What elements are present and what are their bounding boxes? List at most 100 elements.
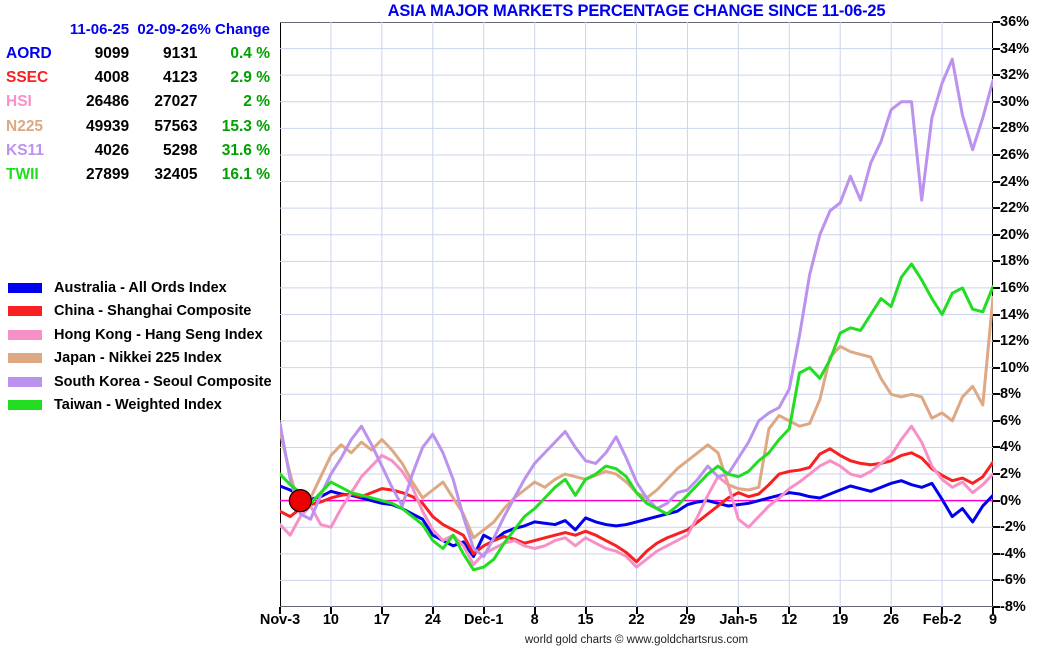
x-axis-tick-mark — [279, 607, 281, 614]
cell-start: 49939 — [86, 117, 130, 135]
plot-area — [280, 22, 993, 607]
series-line-ssec — [280, 447, 993, 564]
y-axis-tick-label: 34% — [1000, 40, 1030, 57]
y-axis-tick-mark — [993, 47, 1000, 50]
y-axis-tick-label: 4% — [1000, 439, 1021, 456]
legend-color-swatch — [8, 400, 42, 411]
y-axis-tick-label: 30% — [1000, 93, 1030, 110]
x-axis-tick-label: 24 — [424, 612, 441, 628]
legend-item[interactable]: Taiwan - Weighted Index — [8, 394, 272, 418]
cell-change: 31.6 % — [221, 142, 270, 160]
x-axis-tick-mark — [329, 607, 332, 614]
y-axis-tick-mark — [993, 473, 1000, 476]
y-axis-tick-mark — [993, 499, 1000, 502]
legend-item[interactable]: South Korea - Seoul Composite — [8, 370, 272, 394]
series-line-twii — [280, 262, 993, 572]
cell-change: 2 % — [243, 93, 270, 111]
y-axis-tick-label: 18% — [1000, 253, 1030, 270]
chart-svg — [280, 22, 993, 607]
x-axis-tick-label: 19 — [832, 612, 849, 628]
y-axis-tick-label: 28% — [1000, 120, 1030, 137]
table-row: TWII 27899 32405 16.1 % — [0, 163, 278, 187]
y-axis-tick-label: 16% — [1000, 279, 1030, 296]
x-axis-tick-label: Jan-5 — [719, 612, 758, 628]
cell-symbol: N225 — [6, 117, 44, 135]
y-axis-tick-label: 2% — [1000, 466, 1021, 483]
table-row: SSEC 4008 4123 2.9 % — [0, 66, 278, 90]
legend-item[interactable]: Hong Kong - Hang Seng Index — [8, 323, 272, 347]
y-axis-tick-mark — [993, 606, 1000, 608]
x-axis-tick-mark — [890, 607, 893, 614]
cell-start: 26486 — [86, 93, 130, 111]
legend-item[interactable]: Japan - Nikkei 225 Index — [8, 347, 272, 371]
legend-color-swatch — [8, 306, 42, 317]
y-axis-tick-mark — [993, 100, 1000, 103]
x-axis-tick-mark — [686, 607, 689, 614]
cell-change: 0.4 % — [230, 44, 270, 62]
cell-end: 57563 — [154, 117, 198, 135]
header-change: % Change — [197, 21, 270, 39]
y-axis-tick-mark — [993, 180, 1000, 183]
header-start: 11-06-25 — [69, 21, 130, 39]
table-header-row: 11-06-25 02-09-26 % Change — [0, 18, 278, 41]
chart-footer: world gold charts © www.goldchartsrus.co… — [524, 634, 749, 646]
x-axis-tick-label: Feb-2 — [922, 612, 962, 628]
y-axis-tick-label: 36% — [1000, 14, 1030, 30]
y-axis-tick-mark — [993, 21, 1000, 23]
legend-item[interactable]: China - Shanghai Composite — [8, 300, 272, 324]
y-axis-tick-label: -2% — [1000, 519, 1026, 536]
x-axis-tick-label: 8 — [530, 612, 539, 628]
start-marker-dot — [288, 489, 312, 513]
y-axis-tick-mark — [993, 260, 1000, 263]
x-axis-tick-mark — [635, 607, 638, 614]
y-axis-tick-mark — [993, 393, 1000, 396]
legend-label: Japan - Nikkei 225 Index — [54, 350, 222, 367]
cell-change: 2.9 % — [230, 68, 270, 86]
table-row: AORD 9099 9131 0.4 % — [0, 41, 278, 65]
y-axis-tick-label: 12% — [1000, 333, 1030, 350]
x-axis-tick-label: 12 — [781, 612, 798, 628]
y-axis-tick-mark — [993, 366, 1000, 369]
x-axis-tick-label: 10 — [322, 612, 339, 628]
y-axis-tick-label: 14% — [1000, 306, 1030, 323]
cell-end: 32405 — [154, 166, 198, 184]
x-axis-tick-mark — [431, 607, 434, 614]
y-axis-tick-label: 0% — [1000, 492, 1021, 509]
header-symbol — [0, 18, 62, 41]
cell-start: 9099 — [94, 44, 130, 62]
summary-table-body: AORD 9099 9131 0.4 % SSEC 4008 4123 2.9 % HSI 264… — [0, 41, 278, 187]
cell-symbol: AORD — [6, 44, 52, 62]
legend-color-swatch — [8, 329, 42, 340]
y-axis-tick-mark — [993, 552, 1000, 555]
y-axis-tick-mark — [993, 526, 1000, 529]
x-axis-tick-label: 17 — [373, 612, 390, 628]
legend-label: China - Shanghai Composite — [54, 303, 252, 320]
x-axis-tick-mark — [737, 607, 740, 614]
legend-label: Taiwan - Weighted Index — [54, 397, 222, 414]
header-end: 02-09-26 — [137, 21, 198, 39]
cell-symbol: HSI — [6, 93, 32, 111]
chart-legend: Australia - All Ords Index China - Shangh… — [8, 276, 272, 417]
table-row: HSI 26486 27027 2 % — [0, 90, 278, 114]
y-axis-tick-mark — [993, 446, 1000, 449]
y-axis-tick-label: -4% — [1000, 545, 1026, 562]
x-axis-tick-label: 15 — [577, 612, 594, 628]
y-axis-tick-label: -6% — [1000, 572, 1026, 589]
y-axis-tick-mark — [993, 207, 1000, 210]
x-axis-tick-label: 26 — [883, 612, 900, 628]
y-axis-tick-mark — [993, 340, 1000, 343]
x-axis-tick-label: 9 — [988, 612, 998, 628]
y-axis-tick-label: 10% — [1000, 359, 1030, 376]
y-axis-tick-mark — [993, 579, 1000, 582]
cell-symbol: TWII — [6, 166, 39, 184]
series-line-ks11 — [280, 57, 993, 558]
y-axis-tick-label: 8% — [1000, 386, 1021, 403]
x-axis-tick-label: Dec-1 — [463, 612, 504, 628]
cell-end: 5298 — [162, 142, 198, 160]
cell-start: 27899 — [86, 166, 130, 184]
x-axis-tick-mark — [533, 607, 536, 614]
x-axis-tick-mark — [941, 607, 944, 614]
cell-change: 15.3 % — [221, 117, 270, 135]
x-axis-tick-mark — [992, 607, 994, 614]
legend-item[interactable]: Australia - All Ords Index — [8, 276, 272, 300]
